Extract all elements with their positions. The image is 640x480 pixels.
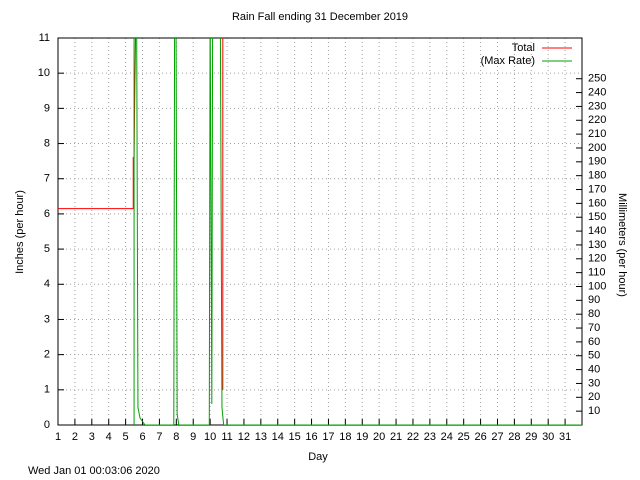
x-tick-label: 29 — [525, 431, 537, 443]
x-tick-label: 26 — [474, 431, 486, 443]
y-tick-label: 1 — [44, 384, 50, 396]
y2-tick-label: 230 — [588, 100, 606, 112]
x-tick-label: 2 — [72, 431, 78, 443]
y2-tick-label: 100 — [588, 280, 606, 292]
x-tick-label: 23 — [424, 431, 436, 443]
x-tick-label: 10 — [204, 431, 216, 443]
y2-tick-label: 80 — [588, 308, 600, 320]
y-tick-label: 0 — [44, 419, 50, 431]
y2-tick-label: 160 — [588, 197, 606, 209]
y2-tick-label: 150 — [588, 211, 606, 223]
x-tick-label: 12 — [238, 431, 250, 443]
y-tick-label: 9 — [44, 102, 50, 114]
x-tick-label: 28 — [508, 431, 520, 443]
y2-tick-label: 250 — [588, 73, 606, 85]
y2-tick-label: 10 — [588, 405, 600, 417]
y-tick-label: 8 — [44, 137, 50, 149]
footer-timestamp: Wed Jan 01 00:03:06 2020 — [28, 465, 160, 477]
y2-tick-label: 30 — [588, 377, 600, 389]
y2-tick-label: 120 — [588, 253, 606, 265]
y2-tick-label: 50 — [588, 350, 600, 362]
y2-tick-label: 170 — [588, 183, 606, 195]
x-tick-label: 6 — [139, 431, 145, 443]
y2-tick-label: 200 — [588, 142, 606, 154]
y2-tick-label: 140 — [588, 225, 606, 237]
plot-area — [58, 38, 582, 425]
y2-tick-label: 130 — [588, 239, 606, 251]
y2-tick-label: 60 — [588, 336, 600, 348]
x-tick-label: 7 — [156, 431, 162, 443]
y2-axis-label: Millimeters (per hour) — [616, 193, 628, 297]
y-tick-label: 10 — [38, 67, 50, 79]
x-tick-label: 16 — [305, 431, 317, 443]
x-tick-label: 11 — [221, 431, 232, 443]
x-tick-label: 19 — [356, 431, 368, 443]
legend-label: Total — [512, 42, 535, 54]
x-tick-label: 5 — [123, 431, 129, 443]
x-tick-label: 9 — [190, 431, 196, 443]
y2-tick-label: 240 — [588, 86, 606, 98]
x-tick-label: 21 — [390, 431, 402, 443]
y2-tick-label: 220 — [588, 114, 606, 126]
y-tick-label: 6 — [44, 208, 50, 220]
y-tick-label: 5 — [44, 243, 50, 255]
x-tick-label: 20 — [373, 431, 385, 443]
x-tick-label: 25 — [458, 431, 470, 443]
y2-tick-label: 190 — [588, 156, 606, 168]
data-line — [133, 38, 582, 425]
y-axis-label: Inches (per hour) — [14, 190, 26, 274]
y2-tick-label: 70 — [588, 322, 600, 334]
data-line — [58, 38, 224, 390]
y-tick-label: 2 — [44, 349, 50, 361]
y-tick-label: 4 — [44, 278, 50, 290]
y2-tick-label: 20 — [588, 391, 600, 403]
y-tick-label: 11 — [39, 32, 50, 44]
x-tick-label: 31 — [559, 431, 571, 443]
x-tick-label: 17 — [322, 431, 334, 443]
x-tick-label: 22 — [407, 431, 419, 443]
x-tick-label: 18 — [339, 431, 351, 443]
x-tick-label: 8 — [173, 431, 179, 443]
x-tick-label: 3 — [89, 431, 95, 443]
x-tick-label: 27 — [491, 431, 503, 443]
x-axis-label: Day — [308, 451, 328, 463]
y2-tick-label: 90 — [588, 294, 600, 306]
y2-tick-label: 180 — [588, 170, 606, 182]
x-tick-label: 30 — [542, 431, 554, 443]
legend-label: (Max Rate) — [481, 55, 535, 67]
x-tick-label: 14 — [272, 431, 284, 443]
y2-tick-label: 110 — [588, 267, 606, 279]
x-tick-label: 24 — [441, 431, 453, 443]
x-tick-label: 15 — [289, 431, 301, 443]
y-tick-label: 3 — [44, 313, 50, 325]
y-tick-label: 7 — [44, 173, 50, 185]
x-tick-label: 1 — [55, 431, 61, 443]
x-tick-label: 4 — [106, 431, 112, 443]
y2-tick-label: 210 — [588, 128, 606, 140]
y2-tick-label: 40 — [588, 364, 600, 376]
x-tick-label: 13 — [255, 431, 267, 443]
chart-title: Rain Fall ending 31 December 2019 — [232, 11, 408, 23]
